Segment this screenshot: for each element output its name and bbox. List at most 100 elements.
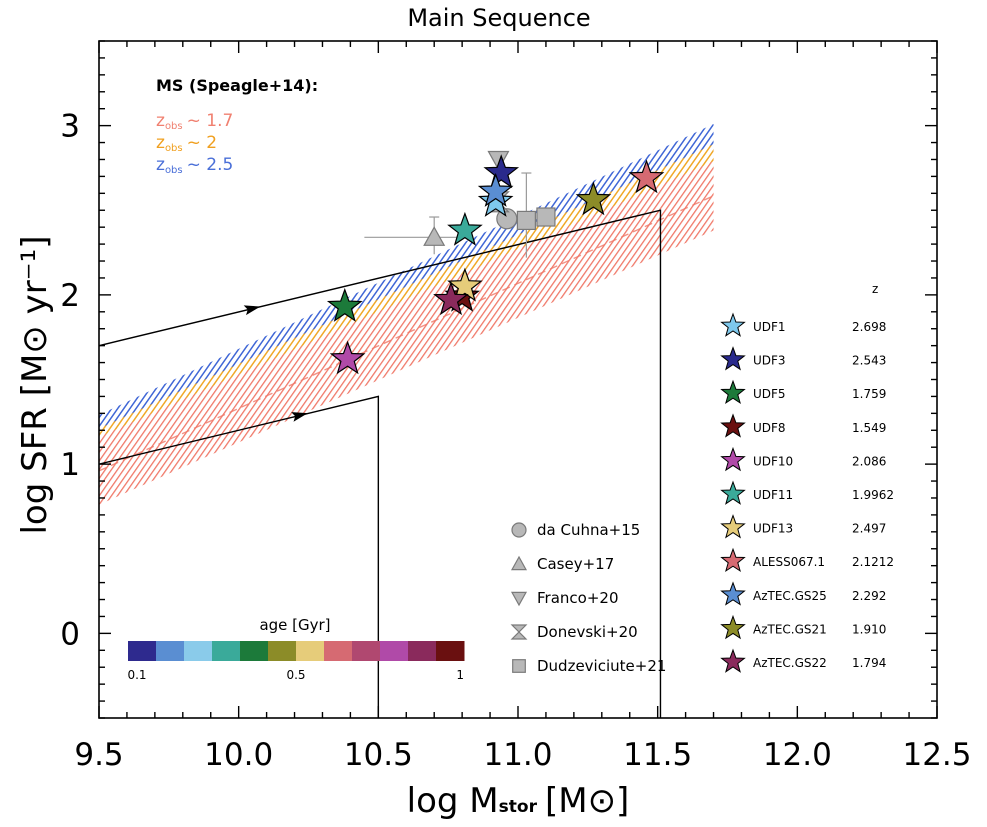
track-line-0: [98, 395, 380, 718]
lit-legend-icon-2: [510, 591, 528, 607]
lit-legend-icon-4: [512, 659, 526, 673]
star-legend: z UDF1 2.698 UDF3 2.543 UDF5 1.759 UDF8 1.549 UD…: [720, 282, 894, 673]
y-tick-label: 1: [60, 447, 80, 483]
ms-band-2: [99, 161, 714, 505]
star-legend-name-4: UDF10: [753, 454, 793, 468]
x-tick-label: 11.5: [623, 737, 692, 773]
lit-legend-label-0: da Cuhna+15: [537, 521, 640, 539]
star-aztec-gs22: [433, 281, 469, 316]
star-udf3: [483, 154, 520, 189]
star-legend-name-1: UDF3: [753, 354, 786, 368]
y-tick-label: 2: [60, 278, 80, 314]
x-tick-label: 12.0: [763, 737, 832, 773]
lit-legend-icon-0: [511, 522, 527, 538]
ms-legend-title: MS (Speagle+14):: [156, 76, 318, 95]
galaxy-stars: [326, 154, 665, 375]
star-legend-title: z: [872, 282, 878, 296]
star-legend-z-1: 2.543: [852, 354, 886, 368]
star-legend-name-3: UDF8: [753, 421, 786, 435]
star-legend-name-7: ALESS067.1: [753, 555, 825, 569]
star-udf1: [477, 183, 514, 217]
colorbar-title: age [Gyr]: [259, 616, 330, 634]
colorbar-swatch-8: [352, 641, 381, 661]
star-legend-icon-2: [720, 379, 746, 405]
x-tick-label: 9.5: [74, 737, 123, 773]
x-tick-label: 10.0: [204, 737, 273, 773]
star-legend-icon-9: [720, 614, 746, 640]
star-udf10: [329, 340, 366, 375]
colorbar-tick-0: 0.1: [127, 668, 146, 682]
star-legend-z-7: 2.1212: [852, 555, 894, 569]
lit-legend-label-4: Dudzeviciute+21: [537, 657, 666, 675]
y-tick-label: 3: [60, 109, 80, 145]
x-tick-label: 12.5: [902, 737, 971, 773]
star-udf13: [447, 267, 483, 302]
colorbar-swatch-10: [408, 641, 437, 661]
star-legend-icon-1: [720, 346, 746, 371]
star-legend-z-2: 1.759: [852, 387, 886, 401]
colorbar-swatch-2: [184, 641, 213, 661]
colorbar-swatch-11: [436, 641, 465, 661]
main-sequence-bands: [98, 123, 714, 505]
track-arrow-0: [291, 412, 308, 422]
star-aztec-gs25: [477, 172, 514, 207]
lit-marker-1: [423, 226, 446, 246]
track-line-1: [98, 209, 662, 718]
star-legend-name-2: UDF5: [753, 387, 786, 401]
star-legend-z-5: 1.9962: [852, 488, 894, 502]
star-aless067-1: [628, 159, 665, 194]
y-axis-title: log SFR [M⊙ yr⁻¹]: [15, 235, 55, 534]
star-legend-z-9: 1.910: [852, 622, 886, 636]
ms-legend-entry-1: zobs ~ 2: [156, 133, 217, 154]
star-legend-icon-10: [720, 648, 746, 673]
ms-legend-entry-0: zobs ~ 1.7: [156, 111, 233, 132]
star-udf5: [326, 287, 363, 322]
colorbar-swatch-4: [240, 641, 269, 661]
star-legend-z-0: 2.698: [852, 320, 886, 334]
star-legend-name-0: UDF1: [753, 320, 786, 334]
star-legend-icon-7: [720, 547, 746, 573]
star-legend-icon-3: [720, 413, 746, 438]
star-legend-icon-4: [720, 446, 746, 472]
x-tick-label: 11.0: [483, 737, 552, 773]
colorbar-swatch-0: [128, 641, 157, 661]
star-legend-z-4: 2.086: [852, 454, 886, 468]
axis-ticks: 9.5 10.0 1 0.5 11.0 11.5 12.0 12.5 0 1 2 3: [60, 40, 972, 773]
ms-legend-entry-2: zobs ~ 2.5: [156, 155, 233, 176]
star-legend-icon-5: [720, 480, 746, 505]
lit-legend-icon-1: [510, 555, 528, 571]
star-legend-name-6: UDF13: [753, 522, 793, 536]
star-legend-icon-0: [720, 312, 746, 337]
star-legend-z-3: 1.549: [852, 421, 886, 435]
star-aztec-gs21: [575, 181, 612, 216]
colorbar-swatch-3: [212, 641, 241, 661]
colorbar-swatch-1: [156, 641, 185, 661]
star-legend-name-5: UDF11: [753, 488, 793, 502]
star-legend-icon-8: [720, 581, 746, 606]
star-legend-z-6: 2.497: [852, 522, 886, 536]
chart-title: Main Sequence: [407, 4, 590, 32]
y-tick-label: 0: [60, 616, 80, 652]
colorbar-swatch-9: [380, 641, 409, 661]
track-arrow-1: [243, 305, 261, 316]
star-legend-name-8: AzTEC.GS25: [753, 589, 827, 603]
star-udf11: [447, 211, 483, 246]
colorbar-tick-1: 0.5: [286, 668, 305, 682]
literature-legend: da Cuhna+15 Casey+17 Franco+20 Donevski+20 D…: [510, 521, 666, 675]
colorbar-tick-2: 1: [456, 668, 464, 682]
evolution-tracks: [98, 209, 662, 718]
star-legend-z-8: 2.292: [852, 589, 886, 603]
colorbar-swatch-6: [296, 641, 325, 661]
lit-legend-label-3: Donevski+20: [537, 623, 638, 641]
lit-marker-4-extra-0: [536, 207, 556, 227]
lit-marker-4: [516, 210, 536, 231]
star-legend-icon-6: [720, 514, 746, 539]
star-legend-z-10: 1.794: [852, 656, 886, 670]
x-axis-title: log Mstor [M⊙]: [407, 781, 630, 821]
lit-legend-label-1: Casey+17: [537, 555, 614, 573]
lit-legend-label-2: Franco+20: [537, 589, 618, 607]
age-colorbar: age [Gyr] 0.1 0.5 1: [127, 616, 465, 682]
colorbar-swatch-5: [268, 641, 297, 661]
